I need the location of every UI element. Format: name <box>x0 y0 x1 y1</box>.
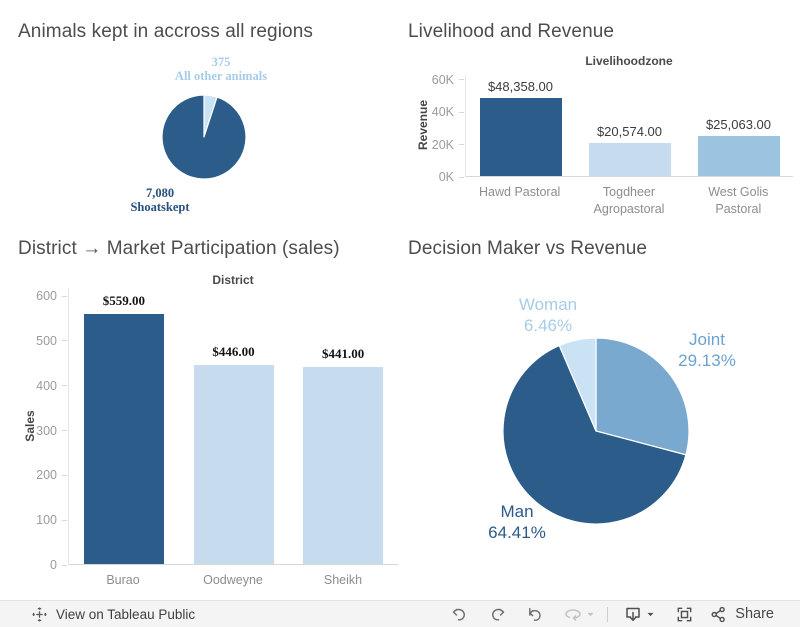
bar-value-label: $20,574.00 <box>596 124 663 140</box>
bar-column-sheikh: $441.00 <box>288 288 398 564</box>
x-label-burao: Burao <box>106 573 140 587</box>
revert-button[interactable] <box>524 603 546 625</box>
pie-slice-joint[interactable] <box>595 337 690 456</box>
y-tick-40K: 40K <box>432 105 464 119</box>
pie-label-other-animals-value: 375 <box>211 55 231 69</box>
y-tick-100: 100 <box>36 513 67 527</box>
pie-label-man: Man 64.41% <box>452 501 582 543</box>
pie-label-woman-pct: 6.46% <box>523 316 573 335</box>
x-label-hawd-pastoral: Hawd Pastoral <box>479 185 561 199</box>
pie-slice-shoatskept[interactable] <box>161 94 247 180</box>
fullscreen-icon <box>677 607 692 621</box>
livelihood-bar-plot: $48,358.00 $20,574.00 $25,063.00 <box>465 75 793 177</box>
y-tick-500: 500 <box>36 334 67 348</box>
bar-value-label: $441.00 <box>322 346 365 362</box>
x-label-sheikh: Sheikh <box>323 573 363 587</box>
livelihood-x-labels: Hawd Pastoral Togdheer Agropastoral West G… <box>465 184 793 218</box>
district-chart-title: District → Market Participation (sales) <box>18 238 340 259</box>
bar-value-label: $559.00 <box>102 293 145 309</box>
view-link-label: View on Tableau Public <box>56 606 196 622</box>
toolbar-divider <box>607 606 609 622</box>
bar-column-burao: $559.00 <box>69 288 179 564</box>
pie-label-joint: Joint 29.13% <box>642 329 772 371</box>
bar-column-hawd-pastoral: $48,358.00 <box>466 75 575 176</box>
pie-label-woman: Woman 6.46% <box>483 294 613 336</box>
livelihoodzone-column-header: Livelihoodzone <box>585 54 673 68</box>
refresh-dropdown-caret[interactable] <box>584 603 597 625</box>
toolbar-buttons: Share <box>448 601 774 627</box>
download-button[interactable] <box>622 603 644 625</box>
y-tick-0K: 0K <box>439 170 464 184</box>
district-column-header: District <box>212 273 254 287</box>
bar-oodweyne[interactable] <box>193 364 274 564</box>
bar-value-label: $25,063.00 <box>705 116 772 132</box>
undo-icon <box>452 608 465 621</box>
pie-label-shoatskept-name: Shoatskept <box>130 200 190 214</box>
pie-label-man-name: Man <box>500 502 534 521</box>
decision-pie-chart[interactable] <box>501 336 691 526</box>
tableau-logo-icon <box>32 607 47 621</box>
decision-maker-panel: Decision Maker vs Revenue Woman 6.46% Jo… <box>400 230 800 600</box>
pie-label-shoatskept: 7,080 Shoatskept <box>85 186 235 214</box>
district-sales-panel: District → Market Participation (sales) … <box>0 230 400 600</box>
download-dropdown-caret[interactable] <box>644 603 657 625</box>
pie-label-woman-name: Woman <box>518 295 578 314</box>
undo-button[interactable] <box>448 603 470 625</box>
caret-down-icon <box>647 612 654 616</box>
bar-column-oodweyne: $446.00 <box>179 288 289 564</box>
district-x-labels: Burao Oodweyne Sheikh <box>68 572 398 589</box>
y-tick-60K: 60K <box>432 73 464 87</box>
pie-slice-man[interactable] <box>502 344 687 525</box>
download-icon <box>626 607 641 621</box>
animals-pie-panel: Animals kept in accross all regions 375 … <box>0 0 400 230</box>
refresh-button[interactable] <box>562 603 584 625</box>
decision-chart-title: Decision Maker vs Revenue <box>408 238 648 259</box>
caret-down-icon <box>587 612 594 616</box>
share-button-label: Share <box>735 606 774 622</box>
share-icon <box>711 606 726 622</box>
y-tick-400: 400 <box>36 379 67 393</box>
tableau-footer-toolbar: View on Tableau Public <box>0 600 800 627</box>
bar-west-golis-pastoral[interactable] <box>697 135 780 176</box>
y-tick-200: 200 <box>36 468 67 482</box>
animals-pie-chart[interactable] <box>160 93 248 181</box>
fullscreen-button[interactable] <box>673 603 695 625</box>
animals-chart-title: Animals kept in accross all regions <box>18 21 313 42</box>
y-tick-300: 300 <box>36 424 67 438</box>
bar-sheikh[interactable] <box>303 367 384 564</box>
bar-burao[interactable] <box>83 314 164 564</box>
pie-slice-woman[interactable] <box>558 337 597 432</box>
pie-label-other-animals-name: All other animals <box>174 69 268 83</box>
bar-value-label: $48,358.00 <box>487 79 554 95</box>
revenue-axis-ticks: 0K 20K 40K 60K <box>414 73 464 184</box>
district-bar-plot: $559.00 $446.00 $441.00 <box>68 288 398 565</box>
sales-axis-ticks: 0 100 200 300 400 500 600 <box>10 288 67 572</box>
bar-togdheer-agropastoral[interactable] <box>588 143 671 176</box>
y-tick-600: 600 <box>36 289 67 303</box>
livelihood-chart-title: Livelihood and Revenue <box>408 21 615 42</box>
y-tick-0: 0 <box>50 558 67 572</box>
bar-hawd-pastoral[interactable] <box>479 98 562 176</box>
refresh-icon <box>565 609 582 621</box>
pie-label-joint-name: Joint <box>689 330 725 349</box>
x-label-togdheer-agropastoral: Togdheer Agropastoral <box>593 185 665 216</box>
bar-value-label: $446.00 <box>212 343 255 359</box>
bar-column-togdheer-agropastoral: $20,574.00 <box>575 75 684 176</box>
pie-label-man-pct: 64.41% <box>488 523 546 542</box>
bar-column-west-golis-pastoral: $25,063.00 <box>684 75 793 176</box>
pie-label-other-animals: 375 All other animals <box>146 55 296 83</box>
pie-label-shoatskept-value: 7,080 <box>145 186 175 200</box>
view-on-tableau-public-link[interactable]: View on Tableau Public <box>31 606 195 623</box>
livelihood-revenue-panel: Livelihood and Revenue Livelihoodzone Re… <box>400 0 800 230</box>
y-tick-20K: 20K <box>432 138 464 152</box>
share-button[interactable]: Share <box>709 605 774 624</box>
pie-label-joint-pct: 29.13% <box>678 351 736 370</box>
redo-button[interactable] <box>486 603 508 625</box>
revert-icon <box>528 607 541 621</box>
x-label-oodweyne: Oodweyne <box>203 573 263 587</box>
x-label-west-golis-pastoral: West Golis Pastoral <box>708 185 769 216</box>
redo-icon <box>491 608 504 621</box>
